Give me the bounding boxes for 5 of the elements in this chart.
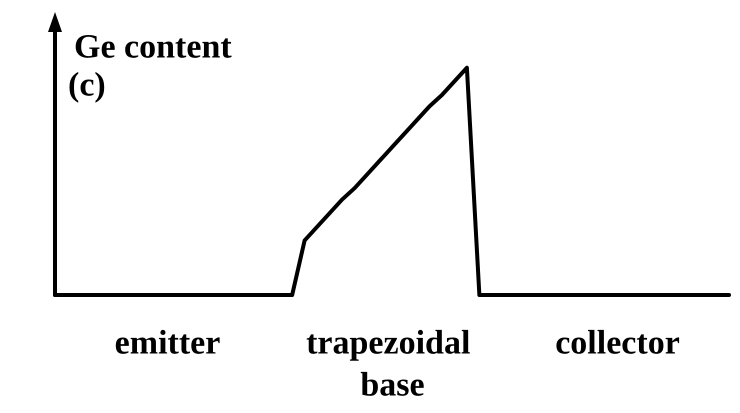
text: collector bbox=[555, 324, 680, 362]
text: emitter bbox=[114, 324, 220, 362]
text: trapezoidal base bbox=[306, 324, 479, 404]
y-axis-title: Ge content bbox=[74, 28, 232, 66]
chart-title: (c) bbox=[68, 66, 106, 104]
